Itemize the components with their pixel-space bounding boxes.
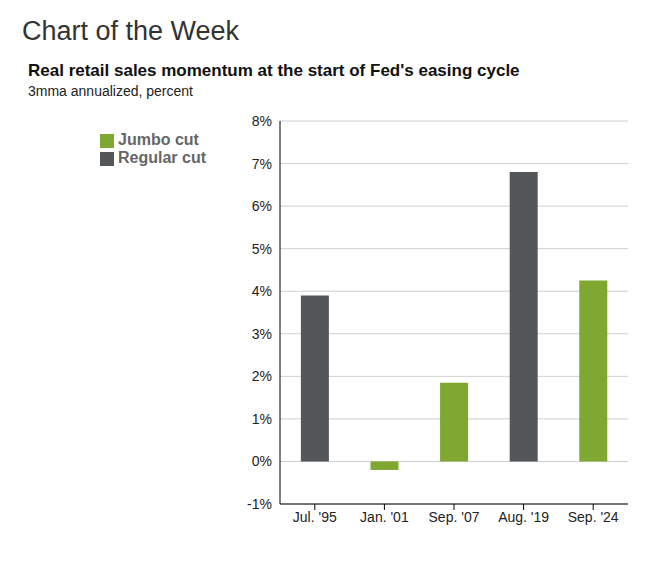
svg-text:Jan. '01: Jan. '01	[360, 509, 409, 525]
svg-text:7%: 7%	[252, 156, 272, 172]
svg-text:0%: 0%	[252, 453, 272, 469]
svg-text:2%: 2%	[252, 368, 272, 384]
svg-text:Sep. '07: Sep. '07	[429, 509, 480, 525]
html-text:3mma annualized, percent: 3mma annualized, percent	[28, 83, 193, 99]
svg-text:8%: 8%	[252, 113, 272, 129]
svg-text:1%: 1%	[252, 411, 272, 427]
svg-text:3%: 3%	[252, 326, 272, 342]
svg-text:Sep. '24: Sep. '24	[568, 509, 619, 525]
html-text:Jumbo cut: Jumbo cut	[118, 131, 199, 148]
svg-text:6%: 6%	[252, 198, 272, 214]
svg-text:5%: 5%	[252, 241, 272, 257]
html-text:Regular cut: Regular cut	[118, 149, 206, 166]
svg-text:Aug. '19: Aug. '19	[498, 509, 549, 525]
svg-text:-1%: -1%	[247, 496, 272, 512]
svg-text:4%: 4%	[252, 283, 272, 299]
svg-text:Jul. '95: Jul. '95	[293, 509, 337, 525]
html-text:Real retail sales momentum at: Real retail sales momentum at the start …	[28, 61, 520, 80]
html-text:Chart of the Week: Chart of the Week	[22, 16, 240, 46]
